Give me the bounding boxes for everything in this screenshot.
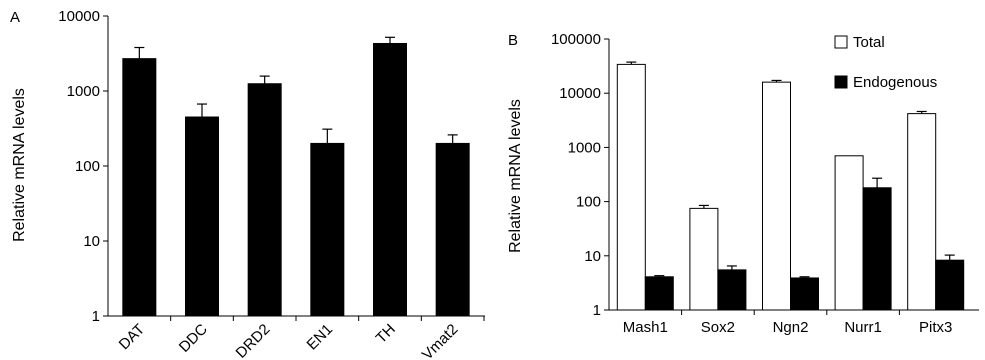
x-tick-label: Pitx3 [919, 319, 952, 336]
endogenous-bar-sox2 [717, 269, 747, 311]
panel-a-label: A [10, 9, 20, 26]
panel-a-y-axis-title: Relative mRNA levels [11, 88, 28, 242]
endogenous-bar-mash1 [644, 276, 674, 311]
bar-vmat2 [435, 142, 470, 317]
bar-th [373, 42, 407, 317]
panel-b-bars [616, 61, 965, 311]
x-tick-label: EN1 [304, 321, 337, 354]
legend-swatch-total [834, 35, 848, 49]
legend-swatch-endogenous [834, 75, 848, 89]
panel-b-x-labels: Mash1 Sox2 Ngn2 Nurr1 Pitx3 [623, 319, 953, 336]
y-tick-label: 100 [75, 158, 100, 175]
bar-en1 [310, 142, 345, 317]
y-tick-label: 10000 [58, 8, 100, 25]
panel-a-y-ticks: 1 10 100 1000 10000 [58, 8, 108, 325]
endogenous-bar-pitx3 [935, 259, 965, 311]
panel-a-x-labels: DAT DDC DRD2 EN1 TH Vmat2 [116, 321, 462, 360]
y-tick-label: 1000 [67, 83, 100, 100]
legend-label-endogenous: Endogenous [853, 74, 937, 91]
x-tick-label: DRD2 [233, 321, 274, 360]
y-tick-label: 10 [584, 248, 601, 265]
endogenous-bar-nurr1 [862, 187, 892, 311]
y-tick-label: 1 [92, 308, 100, 325]
x-tick-label: Nurr1 [844, 319, 882, 336]
panel-a: A Relative mRNA levels 1 10 100 1000 10000 D… [10, 8, 485, 360]
y-tick-label: 10000 [559, 85, 601, 102]
total-bar-pitx3 [907, 113, 937, 311]
x-tick-label: DAT [116, 321, 148, 353]
panel-b-y-ticks: 1 10 100 1000 10000 100000 [551, 31, 609, 319]
x-tick-label: Ngn2 [773, 319, 809, 336]
x-tick-label: TH [373, 321, 399, 347]
x-tick-label: DDC [176, 321, 211, 356]
x-tick-label: Sox2 [701, 319, 735, 336]
x-tick-label: Vmat2 [419, 321, 462, 360]
legend-label-total: Total [853, 34, 885, 51]
panel-b: B Relative mRNA levels 1 10 100 1000 10000 10… [507, 31, 979, 336]
y-tick-label: 10 [83, 233, 100, 250]
panel-b-y-axis-title: Relative mRNA levels [507, 99, 524, 253]
total-bar-sox2 [689, 207, 719, 311]
panel-b-label: B [508, 32, 518, 49]
endogenous-bar-ngn2 [790, 277, 819, 311]
y-tick-label: 1000 [568, 139, 601, 156]
panel-a-bars [122, 36, 470, 317]
bar-dat [122, 58, 157, 317]
x-tick-label: Mash1 [623, 319, 668, 336]
y-tick-label: 100 [576, 194, 601, 211]
bar-ddc [185, 116, 219, 317]
y-tick-label: 100000 [551, 31, 601, 48]
total-bar-nurr1 [834, 155, 864, 311]
panel-a-axes [107, 16, 485, 321]
bar-drd2 [247, 83, 282, 317]
y-tick-label: 1 [593, 302, 601, 319]
total-bar-ngn2 [762, 81, 791, 311]
total-bar-mash1 [616, 63, 646, 311]
panel-b-legend: Total Endogenous [834, 34, 937, 91]
